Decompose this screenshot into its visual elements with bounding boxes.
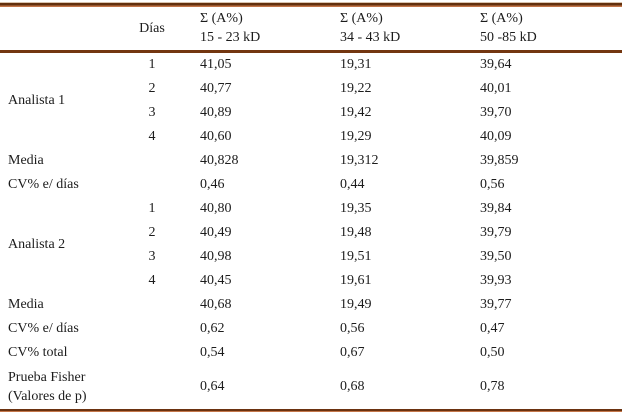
day-cell bbox=[132, 365, 172, 409]
header-sigma-1-unit: Σ (A%) bbox=[200, 11, 243, 26]
header-dias: Días bbox=[139, 20, 165, 36]
value-cell: 40,60 bbox=[200, 129, 232, 144]
row-label-cv-dias-2: CV% e/ días bbox=[8, 321, 79, 336]
value-cell: 19,29 bbox=[340, 129, 372, 144]
day-cell: 2 bbox=[148, 225, 156, 240]
row-label-cv-dias-1: CV% e/ días bbox=[8, 177, 79, 192]
value-cell: 0,50 bbox=[480, 345, 505, 360]
value-cell: 40,98 bbox=[200, 249, 232, 264]
value-cell: 0,47 bbox=[480, 321, 505, 336]
table-row: Media 40,828 19,312 39,859 bbox=[0, 149, 622, 173]
day-cell bbox=[132, 149, 172, 173]
table-row: CV% total 0,54 0,67 0,50 bbox=[0, 341, 622, 365]
header-sigma-1: Σ (A%) 15 - 23 kD bbox=[172, 7, 312, 52]
value-cell: 39,84 bbox=[480, 201, 512, 216]
row-label-media-2: Media bbox=[8, 297, 44, 312]
table-row: Media 40,68 19,49 39,77 bbox=[0, 293, 622, 317]
value-cell: 19,61 bbox=[340, 273, 372, 288]
table-row: 2 40,77 19,22 40,01 bbox=[0, 77, 622, 101]
value-cell: 0,64 bbox=[200, 379, 225, 394]
value-cell: 39,70 bbox=[480, 105, 512, 120]
value-cell: 40,45 bbox=[200, 273, 232, 288]
prueba-fisher-line-2: (Valores de p) bbox=[8, 389, 87, 404]
value-cell: 40,68 bbox=[200, 297, 232, 312]
day-cell bbox=[132, 293, 172, 317]
day-cell: 1 bbox=[148, 57, 156, 72]
value-cell: 39,79 bbox=[480, 225, 512, 240]
value-cell: 40,09 bbox=[480, 129, 512, 144]
value-cell: 40,77 bbox=[200, 81, 232, 96]
value-cell: 39,93 bbox=[480, 273, 512, 288]
value-cell: 0,46 bbox=[200, 177, 225, 192]
day-cell: 1 bbox=[148, 201, 156, 216]
value-cell: 40,01 bbox=[480, 81, 512, 96]
value-cell: 19,49 bbox=[340, 297, 372, 312]
row-label-analista-2: Analista 2 bbox=[8, 237, 66, 252]
results-table: Días Σ (A%) 15 - 23 kD Σ (A%) 34 - 43 kD… bbox=[0, 7, 622, 409]
row-label-media-1: Media bbox=[8, 153, 44, 168]
value-cell: 19,48 bbox=[340, 225, 372, 240]
row-label-cv-total: CV% total bbox=[8, 345, 68, 360]
value-cell: 19,42 bbox=[340, 105, 372, 120]
table-row: 3 40,98 19,51 39,50 bbox=[0, 245, 622, 269]
value-cell: 0,62 bbox=[200, 321, 225, 336]
value-cell: 19,31 bbox=[340, 57, 372, 72]
header-sigma-2-range: 34 - 43 kD bbox=[340, 30, 401, 45]
value-cell: 39,859 bbox=[480, 153, 519, 168]
value-cell: 0,44 bbox=[340, 177, 365, 192]
value-cell: 41,05 bbox=[200, 57, 232, 72]
value-cell: 40,828 bbox=[200, 153, 239, 168]
day-cell: 3 bbox=[148, 249, 156, 264]
value-cell: 19,312 bbox=[340, 153, 379, 168]
value-cell: 40,49 bbox=[200, 225, 232, 240]
value-cell: 0,56 bbox=[340, 321, 365, 336]
value-cell: 19,35 bbox=[340, 201, 372, 216]
table-top-rule bbox=[0, 2, 622, 7]
prueba-fisher-line-1: Prueba Fisher bbox=[8, 370, 86, 385]
day-cell: 2 bbox=[148, 81, 156, 96]
table-row: 3 40,89 19,42 39,70 bbox=[0, 101, 622, 125]
day-cell: 4 bbox=[148, 129, 156, 144]
row-label-prueba-fisher: Prueba Fisher (Valores de p) bbox=[0, 365, 132, 409]
value-cell: 0,78 bbox=[480, 379, 505, 394]
value-cell: 0,68 bbox=[340, 379, 365, 394]
day-cell bbox=[132, 173, 172, 197]
header-sigma-3-unit: Σ (A%) bbox=[480, 11, 523, 26]
day-cell bbox=[132, 341, 172, 365]
table-bottom-rule bbox=[0, 409, 622, 412]
header-sigma-3: Σ (A%) 50 -85 kD bbox=[452, 7, 622, 52]
value-cell: 0,54 bbox=[200, 345, 225, 360]
header-empty bbox=[0, 7, 132, 52]
value-cell: 19,51 bbox=[340, 249, 372, 264]
table-row: CV% e/ días 0,62 0,56 0,47 bbox=[0, 317, 622, 341]
value-cell: 39,50 bbox=[480, 249, 512, 264]
value-cell: 40,89 bbox=[200, 105, 232, 120]
table-row: Prueba Fisher (Valores de p) 0,64 0,68 0… bbox=[0, 365, 622, 409]
day-cell: 4 bbox=[148, 273, 156, 288]
value-cell: 19,22 bbox=[340, 81, 372, 96]
value-cell: 39,77 bbox=[480, 297, 512, 312]
value-cell: 0,67 bbox=[340, 345, 365, 360]
header-row: Días Σ (A%) 15 - 23 kD Σ (A%) 34 - 43 kD… bbox=[0, 7, 622, 52]
day-cell: 3 bbox=[148, 105, 156, 120]
table-row: CV% e/ días 0,46 0,44 0,56 bbox=[0, 173, 622, 197]
header-sigma-3-range: 50 -85 kD bbox=[480, 30, 537, 45]
table-row: 4 40,45 19,61 39,93 bbox=[0, 269, 622, 293]
table-row: Analista 1 1 41,05 19,31 39,64 bbox=[0, 52, 622, 108]
table-row: 2 40,49 19,48 39,79 bbox=[0, 221, 622, 245]
day-cell bbox=[132, 317, 172, 341]
table-row: Analista 2 1 40,80 19,35 39,84 bbox=[0, 197, 622, 252]
header-sigma-2: Σ (A%) 34 - 43 kD bbox=[312, 7, 452, 52]
value-cell: 39,64 bbox=[480, 57, 512, 72]
table-row: 4 40,60 19,29 40,09 bbox=[0, 125, 622, 149]
header-sigma-1-range: 15 - 23 kD bbox=[200, 30, 261, 45]
value-cell: 0,56 bbox=[480, 177, 505, 192]
value-cell: 40,80 bbox=[200, 201, 232, 216]
header-sigma-2-unit: Σ (A%) bbox=[340, 11, 383, 26]
row-label-analista-1: Analista 1 bbox=[8, 93, 66, 108]
